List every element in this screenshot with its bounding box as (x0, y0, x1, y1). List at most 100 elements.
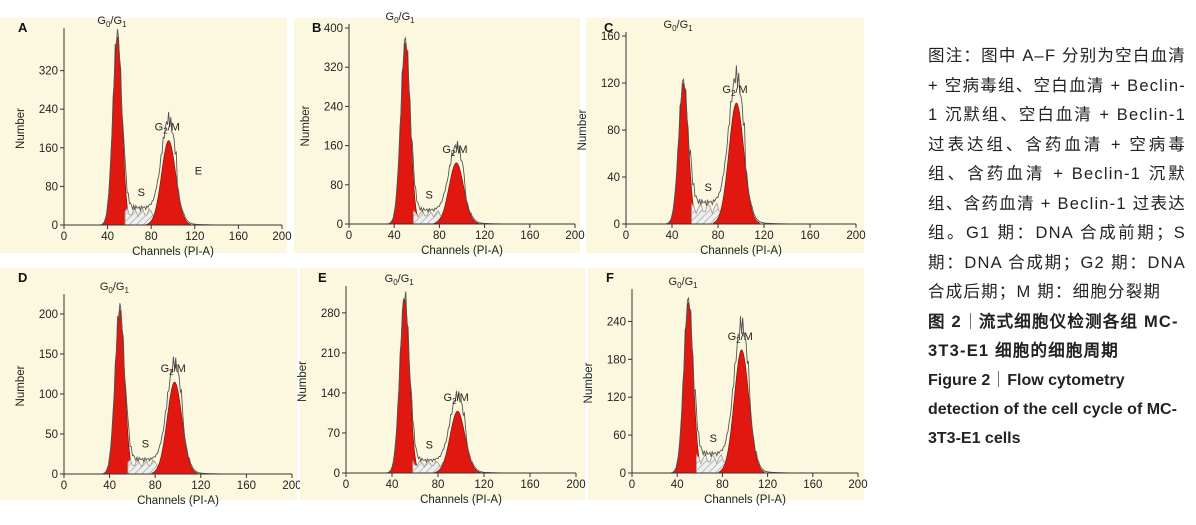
histogram-panel-c: C 0 40 80 120 160 200 0 40 80 120 160 Channels (PI-A… (577, 18, 866, 257)
y-tick-label: 80 (607, 125, 620, 137)
x-tick-label: 40 (101, 231, 114, 243)
x-tick-label: 80 (712, 230, 725, 242)
x-tick-label: 160 (520, 479, 539, 491)
caption-english-title: Figure 2 Flow cytometry detection of the … (928, 366, 1186, 453)
caption-chinese-number: 图 2 (928, 312, 962, 331)
y-tick-label: 0 (52, 220, 58, 232)
panel-background (0, 268, 297, 500)
panel-label: B (312, 20, 321, 35)
g2-m-peak (433, 162, 480, 225)
x-tick-label: 80 (149, 480, 162, 492)
y-tick-label: 60 (613, 430, 626, 442)
y-tick-label: 210 (321, 348, 340, 360)
panel-label: D (18, 270, 27, 285)
y-tick-label: 0 (334, 468, 340, 480)
s-phase-label: S (710, 433, 717, 445)
y-tick-label: 70 (327, 428, 340, 440)
caption-english-text: Flow cytometry detection of the cell cyc… (928, 371, 1177, 447)
x-tick-label: 160 (520, 230, 539, 242)
g2-m-peak (713, 102, 760, 225)
g2-m-peak (718, 349, 765, 474)
y-axis-label: Number (15, 365, 27, 406)
x-tick-label: 120 (758, 479, 777, 491)
x-tick-label: 160 (800, 230, 819, 242)
x-tick-label: 0 (61, 480, 67, 492)
x-tick-label: 120 (185, 231, 204, 243)
s-phase-label: S (138, 187, 145, 199)
y-axis-label: Number (300, 105, 312, 146)
x-tick-label: 200 (846, 230, 865, 242)
caption-english-number: Figure 2 (928, 371, 991, 389)
x-tick-label: 160 (803, 479, 822, 491)
x-tick-label: 80 (432, 479, 445, 491)
y-tick-label: 0 (614, 219, 620, 231)
y-tick-label: 150 (39, 349, 58, 361)
histogram-panel-f: F 0 40 80 120 160 200 0 60 120 180 240 Channels (PI-… (583, 268, 868, 506)
x-tick-label: 80 (145, 231, 158, 243)
y-axis-label: Number (577, 109, 589, 150)
s-phase-label: S (426, 439, 433, 451)
y-tick-label: 100 (39, 389, 58, 401)
y-axis-label: Number (15, 108, 27, 149)
x-tick-label: 200 (848, 479, 867, 491)
g2-m-label: G2/M (442, 144, 467, 158)
g0-g1-label: G0/G1 (386, 11, 416, 25)
histogram-panel-e: E 0 40 80 120 160 200 0 70 140 210 280 Channels (PI-… (297, 268, 586, 506)
caption-separator (998, 370, 1000, 387)
x-tick-label: 40 (388, 230, 401, 242)
x-axis-label: Channels (PI-A) (137, 495, 219, 507)
caption-separator (969, 312, 971, 329)
g0-g1-label: G0/G1 (97, 15, 127, 29)
x-tick-label: 120 (475, 230, 494, 242)
y-axis-label: Number (297, 361, 309, 402)
x-tick-label: 120 (474, 479, 493, 491)
y-tick-label: 140 (321, 388, 340, 400)
g2-m-label: G2/M (444, 392, 469, 406)
g2-m-peak (151, 381, 198, 475)
x-tick-label: 160 (237, 480, 256, 492)
s-phase-label: S (142, 439, 149, 451)
x-tick-label: 40 (671, 479, 684, 491)
g2-m-label: G2/M (722, 84, 747, 98)
s-phase-label: S (425, 189, 432, 201)
g2-m-label: G2/M (155, 122, 180, 136)
caption-note: 图注：图中 A–F 分别为空白血清 + 空病毒组、空白血清 + Beclin-1… (928, 47, 1186, 301)
x-tick-label: 80 (716, 479, 729, 491)
y-tick-label: 160 (324, 141, 343, 153)
panel-background (300, 268, 585, 500)
panel-label: C (604, 20, 614, 35)
histogram-panel-a: A 0 40 80 120 160 200 0 80 160 240 320 Channels (PI-… (0, 15, 292, 258)
x-axis-label: Channels (PI-A) (421, 245, 503, 257)
x-tick-label: 40 (386, 479, 399, 491)
x-tick-label: 120 (191, 480, 210, 492)
x-axis-label: Channels (PI-A) (700, 245, 782, 257)
x-tick-label: 200 (566, 479, 585, 491)
x-tick-label: 0 (343, 479, 349, 491)
caption-chinese-text: 流式细胞仪检测各组 MC-3T3-E1 细胞的细胞周期 (928, 312, 1179, 360)
annotation-label: E (195, 165, 202, 177)
g0-g1-label: G0/G1 (100, 281, 130, 295)
y-tick-label: 400 (324, 23, 343, 35)
g2-m-peak (434, 410, 481, 474)
panel-label: A (18, 20, 28, 35)
y-tick-label: 120 (607, 392, 626, 404)
x-tick-label: 0 (623, 230, 629, 242)
y-tick-label: 200 (39, 309, 58, 321)
x-tick-label: 80 (433, 230, 446, 242)
panel-label: F (606, 270, 614, 285)
y-tick-label: 160 (601, 31, 620, 43)
panel-label: E (318, 270, 327, 285)
y-tick-label: 0 (52, 469, 58, 481)
g2-m-peak (146, 140, 191, 226)
flow-cytometry-figure: A 0 40 80 120 160 200 0 80 160 240 320 Channels (PI-… (0, 11, 868, 507)
y-tick-label: 80 (45, 181, 58, 193)
y-tick-label: 240 (39, 104, 58, 116)
x-tick-label: 40 (666, 230, 679, 242)
x-tick-label: 200 (282, 480, 301, 492)
x-tick-label: 0 (61, 231, 67, 243)
y-tick-label: 280 (321, 308, 340, 320)
y-axis-label: Number (583, 362, 595, 403)
x-tick-label: 0 (346, 230, 352, 242)
y-tick-label: 0 (337, 219, 343, 231)
g2-m-label: G2/M (728, 331, 753, 345)
